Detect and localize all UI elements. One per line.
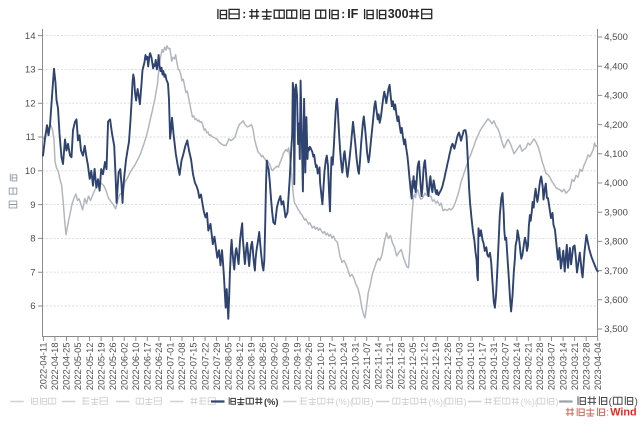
svg-text::: : [341, 7, 345, 21]
svg-text:14: 14 [25, 31, 36, 42]
svg-text:8: 8 [30, 234, 35, 245]
svg-text:13: 13 [25, 65, 36, 76]
svg-text:2022-11-28: 2022-11-28 [397, 343, 407, 390]
svg-text:2022-07-22: 2022-07-22 [200, 343, 210, 391]
svg-text:4,500: 4,500 [604, 32, 628, 43]
svg-text:2023-03-07: 2023-03-07 [547, 343, 557, 391]
svg-text:2022-12-19: 2022-12-19 [431, 343, 441, 391]
svg-text:2022-04-11: 2022-04-11 [39, 343, 49, 390]
svg-text:2022-05-19: 2022-05-19 [96, 343, 106, 391]
svg-text:2022-11-21: 2022-11-21 [385, 343, 395, 390]
svg-text:2023-01-10: 2023-01-10 [466, 343, 476, 391]
svg-text:2022-11-07: 2022-11-07 [362, 343, 372, 390]
svg-text:(: ( [609, 397, 613, 408]
svg-text::: : [606, 408, 609, 419]
svg-text:(%)(: (%)( [336, 397, 354, 407]
svg-text:3,500: 3,500 [604, 324, 628, 335]
svg-text:2022-10-31: 2022-10-31 [350, 343, 360, 391]
svg-text:4,000: 4,000 [604, 178, 628, 189]
svg-text:2023-01-17: 2023-01-17 [477, 343, 487, 391]
svg-text:10: 10 [25, 166, 36, 177]
svg-text:11: 11 [26, 132, 36, 143]
svg-text:2022-04-25: 2022-04-25 [62, 343, 72, 391]
svg-text:2023-02-28: 2023-02-28 [535, 343, 545, 391]
svg-text:2022-05-05: 2022-05-05 [73, 343, 83, 391]
svg-text::: : [242, 7, 246, 21]
svg-text:(%)(: (%)( [429, 397, 447, 407]
svg-text:300: 300 [388, 7, 409, 21]
svg-text:2022-11-14: 2022-11-14 [374, 343, 384, 390]
svg-text:2022-07-29: 2022-07-29 [212, 343, 222, 391]
svg-text:(%): (%) [264, 397, 278, 407]
svg-text:2023-01-03: 2023-01-03 [454, 343, 464, 391]
svg-text:): ) [635, 397, 638, 408]
svg-text:2022-09-26: 2022-09-26 [304, 343, 314, 391]
svg-text:4,300: 4,300 [604, 91, 628, 102]
svg-text:): ) [464, 397, 467, 407]
svg-text:2022-06-10: 2022-06-10 [131, 343, 141, 391]
svg-text:12: 12 [25, 98, 36, 109]
svg-text:2022-06-02: 2022-06-02 [119, 343, 129, 391]
svg-text:2022-09-09: 2022-09-09 [281, 343, 291, 391]
svg-text:2022-08-05: 2022-08-05 [223, 343, 233, 391]
svg-text:4,100: 4,100 [604, 149, 628, 160]
svg-text:2022-12-12: 2022-12-12 [420, 343, 430, 391]
svg-text:2022-08-26: 2022-08-26 [258, 343, 268, 391]
svg-text:2022-07-15: 2022-07-15 [189, 343, 199, 391]
svg-text:2022-10-24: 2022-10-24 [339, 343, 349, 391]
svg-text:2022-07-01: 2022-07-01 [166, 343, 176, 391]
svg-text:2023-02-07: 2023-02-07 [501, 343, 511, 391]
svg-text:2022-12-05: 2022-12-05 [408, 343, 418, 391]
svg-text:9: 9 [30, 200, 35, 211]
svg-text:2022-08-12: 2022-08-12 [235, 343, 245, 391]
svg-text:7: 7 [30, 267, 35, 278]
svg-text:2022-05-12: 2022-05-12 [85, 343, 95, 391]
svg-text:3,700: 3,700 [604, 266, 628, 277]
svg-text:Wind: Wind [610, 407, 636, 419]
svg-text:2022-05-26: 2022-05-26 [108, 343, 118, 391]
svg-text:3,800: 3,800 [604, 237, 628, 248]
svg-text:2023-04-04: 2023-04-04 [593, 343, 603, 391]
svg-text:2022-08-19: 2022-08-19 [247, 343, 257, 391]
svg-text:): ) [555, 397, 558, 407]
svg-text:2022-12-26: 2022-12-26 [443, 343, 453, 391]
svg-text:2023-01-31: 2023-01-31 [489, 343, 499, 391]
svg-text:2022-04-18: 2022-04-18 [50, 343, 60, 391]
svg-text:2022-09-02: 2022-09-02 [270, 343, 280, 391]
svg-text:): ) [371, 397, 374, 407]
svg-text:2022-07-08: 2022-07-08 [177, 343, 187, 391]
svg-text:3,600: 3,600 [604, 295, 628, 306]
svg-text:2022-06-17: 2022-06-17 [143, 343, 153, 391]
svg-text:2023-03-21: 2023-03-21 [570, 343, 580, 391]
svg-text:(%)(: (%)( [520, 397, 538, 407]
svg-text:2022-10-10: 2022-10-10 [316, 343, 326, 391]
svg-text:IF: IF [347, 7, 358, 21]
svg-text:2022-09-19: 2022-09-19 [293, 343, 303, 391]
svg-text:4,400: 4,400 [604, 61, 628, 72]
svg-text:4,200: 4,200 [604, 120, 628, 131]
svg-text:2023-02-21: 2023-02-21 [524, 343, 534, 391]
svg-text:6: 6 [30, 301, 35, 312]
svg-text:2022-10-17: 2022-10-17 [327, 343, 337, 391]
svg-text:2022-06-24: 2022-06-24 [154, 343, 164, 391]
svg-text:2023-02-14: 2023-02-14 [512, 343, 522, 391]
svg-text:2023-03-14: 2023-03-14 [558, 343, 568, 391]
svg-text:3,900: 3,900 [604, 207, 628, 218]
svg-text:2023-03-28: 2023-03-28 [581, 343, 591, 391]
